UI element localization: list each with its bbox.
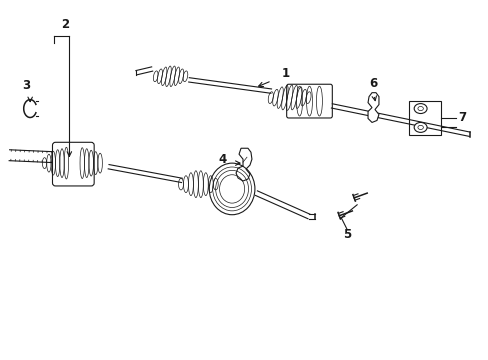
FancyBboxPatch shape [52,142,94,186]
Text: 4: 4 [218,153,226,166]
Polygon shape [367,93,378,122]
Text: 2: 2 [61,18,69,31]
Text: 1: 1 [281,67,289,80]
Text: 5: 5 [343,228,351,240]
Ellipse shape [209,163,254,215]
Text: 7: 7 [457,112,466,125]
Ellipse shape [413,104,426,113]
Text: 3: 3 [22,79,30,92]
FancyBboxPatch shape [286,84,332,118]
Text: 6: 6 [368,77,377,90]
Ellipse shape [413,122,426,132]
